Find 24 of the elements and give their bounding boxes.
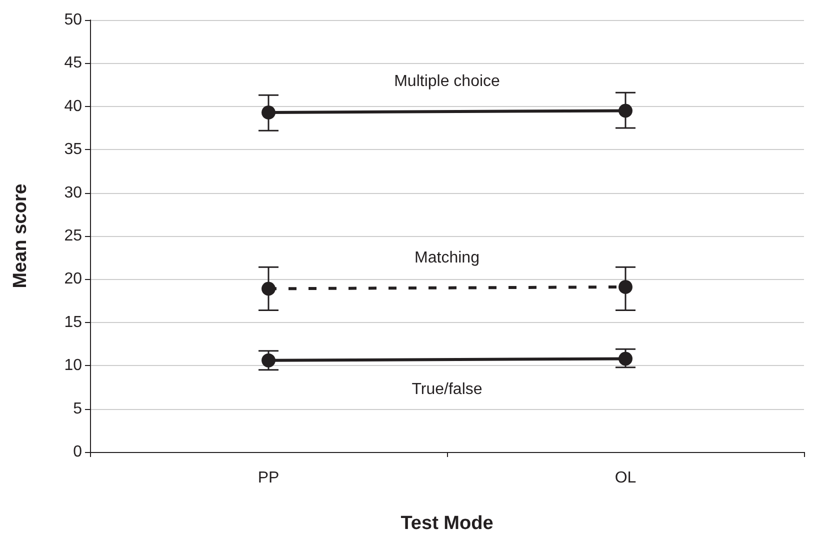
y-tick-label: 15 xyxy=(64,314,82,331)
x-axis-title: Test Mode xyxy=(400,513,494,534)
point xyxy=(618,280,632,294)
point xyxy=(618,104,632,118)
x-tick-label: OL xyxy=(614,470,636,486)
y-tick-label: 30 xyxy=(64,184,82,202)
y-axis-title: Mean score xyxy=(10,184,31,288)
y-tick-label: 40 xyxy=(64,98,82,115)
y-tick-label: 0 xyxy=(73,444,82,460)
y-tick-label: 20 xyxy=(64,270,82,288)
series-label: Multiple choice xyxy=(394,73,500,90)
point xyxy=(618,352,632,366)
series-label: Matching xyxy=(414,249,480,266)
y-tick-label: 10 xyxy=(64,357,82,374)
x-tick-label: PP xyxy=(258,470,280,486)
y-tick-label: 50 xyxy=(64,12,82,28)
point xyxy=(262,282,276,296)
point xyxy=(262,353,276,368)
point xyxy=(262,105,276,120)
y-tick-label: 35 xyxy=(64,141,82,158)
y-tick-label: 5 xyxy=(73,400,82,418)
y-tick-label: 25 xyxy=(64,228,82,244)
y-tick-label: 45 xyxy=(64,54,82,72)
series-label: True/false xyxy=(412,381,482,398)
